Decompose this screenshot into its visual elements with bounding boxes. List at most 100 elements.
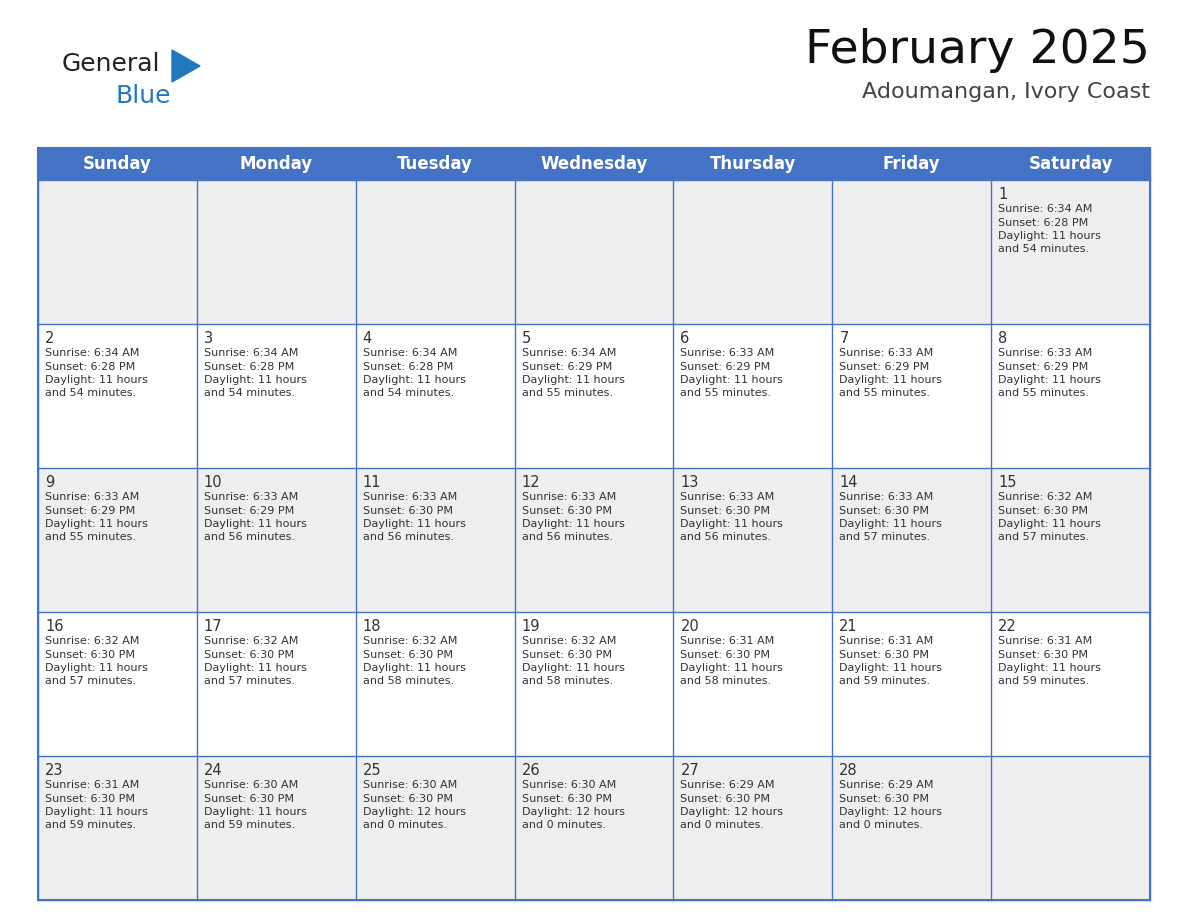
Text: Sunset: 6:29 PM: Sunset: 6:29 PM: [522, 362, 612, 372]
Text: Sunset: 6:29 PM: Sunset: 6:29 PM: [204, 506, 295, 516]
Bar: [833, 324, 991, 468]
Bar: [833, 612, 991, 756]
Text: and 0 minutes.: and 0 minutes.: [839, 821, 923, 831]
Text: Sunrise: 6:33 AM: Sunrise: 6:33 AM: [204, 492, 298, 502]
Text: Saturday: Saturday: [1029, 155, 1113, 173]
Text: Sunday: Sunday: [83, 155, 152, 173]
Bar: [991, 756, 1150, 900]
Text: 3: 3: [204, 331, 213, 346]
Text: Sunrise: 6:32 AM: Sunrise: 6:32 AM: [204, 636, 298, 646]
Text: Sunset: 6:30 PM: Sunset: 6:30 PM: [998, 506, 1088, 516]
Text: Sunset: 6:30 PM: Sunset: 6:30 PM: [839, 506, 929, 516]
Text: Sunset: 6:30 PM: Sunset: 6:30 PM: [998, 650, 1088, 659]
Bar: [833, 756, 991, 900]
Text: Daylight: 11 hours: Daylight: 11 hours: [45, 663, 147, 673]
Text: Sunset: 6:30 PM: Sunset: 6:30 PM: [522, 793, 612, 803]
Text: 7: 7: [839, 331, 848, 346]
Text: and 56 minutes.: and 56 minutes.: [204, 532, 295, 543]
Text: Daylight: 11 hours: Daylight: 11 hours: [204, 663, 307, 673]
Text: Daylight: 11 hours: Daylight: 11 hours: [998, 519, 1101, 529]
Text: and 55 minutes.: and 55 minutes.: [998, 388, 1089, 398]
Text: Sunrise: 6:33 AM: Sunrise: 6:33 AM: [45, 492, 139, 502]
Text: Sunset: 6:30 PM: Sunset: 6:30 PM: [204, 650, 293, 659]
Text: and 59 minutes.: and 59 minutes.: [998, 677, 1089, 687]
Text: and 56 minutes.: and 56 minutes.: [362, 532, 454, 543]
Text: Daylight: 12 hours: Daylight: 12 hours: [362, 807, 466, 817]
Text: and 54 minutes.: and 54 minutes.: [204, 388, 295, 398]
Bar: [197, 148, 355, 180]
Text: and 57 minutes.: and 57 minutes.: [45, 677, 137, 687]
Text: 8: 8: [998, 331, 1007, 346]
Text: Sunrise: 6:33 AM: Sunrise: 6:33 AM: [681, 492, 775, 502]
Bar: [38, 468, 197, 612]
Text: Daylight: 11 hours: Daylight: 11 hours: [998, 231, 1101, 241]
Text: Sunrise: 6:30 AM: Sunrise: 6:30 AM: [362, 780, 457, 790]
Bar: [355, 612, 514, 756]
Text: Sunset: 6:30 PM: Sunset: 6:30 PM: [681, 793, 771, 803]
Text: Adoumangan, Ivory Coast: Adoumangan, Ivory Coast: [862, 82, 1150, 102]
Text: Daylight: 11 hours: Daylight: 11 hours: [681, 375, 783, 385]
Text: Sunrise: 6:33 AM: Sunrise: 6:33 AM: [681, 348, 775, 358]
Text: 12: 12: [522, 475, 541, 490]
Text: 13: 13: [681, 475, 699, 490]
Text: and 55 minutes.: and 55 minutes.: [681, 388, 771, 398]
Text: Sunset: 6:29 PM: Sunset: 6:29 PM: [681, 362, 771, 372]
Bar: [674, 180, 833, 324]
Text: General: General: [62, 52, 160, 76]
Bar: [674, 324, 833, 468]
Bar: [355, 756, 514, 900]
Text: and 58 minutes.: and 58 minutes.: [362, 677, 454, 687]
Text: Daylight: 11 hours: Daylight: 11 hours: [998, 663, 1101, 673]
Text: Tuesday: Tuesday: [397, 155, 473, 173]
Bar: [833, 180, 991, 324]
Text: Blue: Blue: [115, 84, 171, 108]
Text: February 2025: February 2025: [805, 28, 1150, 73]
Bar: [355, 468, 514, 612]
Bar: [674, 468, 833, 612]
Text: Daylight: 12 hours: Daylight: 12 hours: [522, 807, 625, 817]
Text: Daylight: 11 hours: Daylight: 11 hours: [839, 375, 942, 385]
Text: and 58 minutes.: and 58 minutes.: [522, 677, 613, 687]
Text: Sunset: 6:30 PM: Sunset: 6:30 PM: [681, 506, 771, 516]
Text: Sunset: 6:29 PM: Sunset: 6:29 PM: [45, 506, 135, 516]
Text: 22: 22: [998, 619, 1017, 634]
Text: 26: 26: [522, 763, 541, 778]
Text: and 57 minutes.: and 57 minutes.: [839, 532, 930, 543]
Text: Sunset: 6:29 PM: Sunset: 6:29 PM: [998, 362, 1088, 372]
Text: and 55 minutes.: and 55 minutes.: [839, 388, 930, 398]
Bar: [197, 324, 355, 468]
Text: Sunrise: 6:32 AM: Sunrise: 6:32 AM: [45, 636, 139, 646]
Text: and 0 minutes.: and 0 minutes.: [522, 821, 606, 831]
Text: Daylight: 11 hours: Daylight: 11 hours: [204, 375, 307, 385]
Text: Wednesday: Wednesday: [541, 155, 647, 173]
Text: 15: 15: [998, 475, 1017, 490]
Text: 24: 24: [204, 763, 222, 778]
Bar: [38, 148, 1150, 900]
Text: Sunrise: 6:33 AM: Sunrise: 6:33 AM: [839, 492, 934, 502]
Text: Sunset: 6:30 PM: Sunset: 6:30 PM: [362, 506, 453, 516]
Bar: [38, 324, 197, 468]
Text: Sunrise: 6:32 AM: Sunrise: 6:32 AM: [522, 636, 615, 646]
Text: and 57 minutes.: and 57 minutes.: [204, 677, 295, 687]
Text: and 55 minutes.: and 55 minutes.: [522, 388, 613, 398]
Text: Sunrise: 6:33 AM: Sunrise: 6:33 AM: [839, 348, 934, 358]
Text: Sunset: 6:30 PM: Sunset: 6:30 PM: [681, 650, 771, 659]
Text: Sunset: 6:29 PM: Sunset: 6:29 PM: [839, 362, 929, 372]
Text: and 58 minutes.: and 58 minutes.: [681, 677, 771, 687]
Text: Sunrise: 6:29 AM: Sunrise: 6:29 AM: [839, 780, 934, 790]
Text: Sunrise: 6:31 AM: Sunrise: 6:31 AM: [839, 636, 934, 646]
Text: Sunset: 6:28 PM: Sunset: 6:28 PM: [362, 362, 453, 372]
Text: 19: 19: [522, 619, 541, 634]
Text: Daylight: 11 hours: Daylight: 11 hours: [362, 663, 466, 673]
Text: 1: 1: [998, 187, 1007, 202]
Text: and 59 minutes.: and 59 minutes.: [839, 677, 930, 687]
Bar: [38, 612, 197, 756]
Text: and 56 minutes.: and 56 minutes.: [522, 532, 613, 543]
Bar: [991, 612, 1150, 756]
Text: and 54 minutes.: and 54 minutes.: [362, 388, 454, 398]
Text: and 56 minutes.: and 56 minutes.: [681, 532, 771, 543]
Text: Sunrise: 6:31 AM: Sunrise: 6:31 AM: [45, 780, 139, 790]
Bar: [991, 148, 1150, 180]
Bar: [991, 180, 1150, 324]
Text: Sunrise: 6:34 AM: Sunrise: 6:34 AM: [204, 348, 298, 358]
